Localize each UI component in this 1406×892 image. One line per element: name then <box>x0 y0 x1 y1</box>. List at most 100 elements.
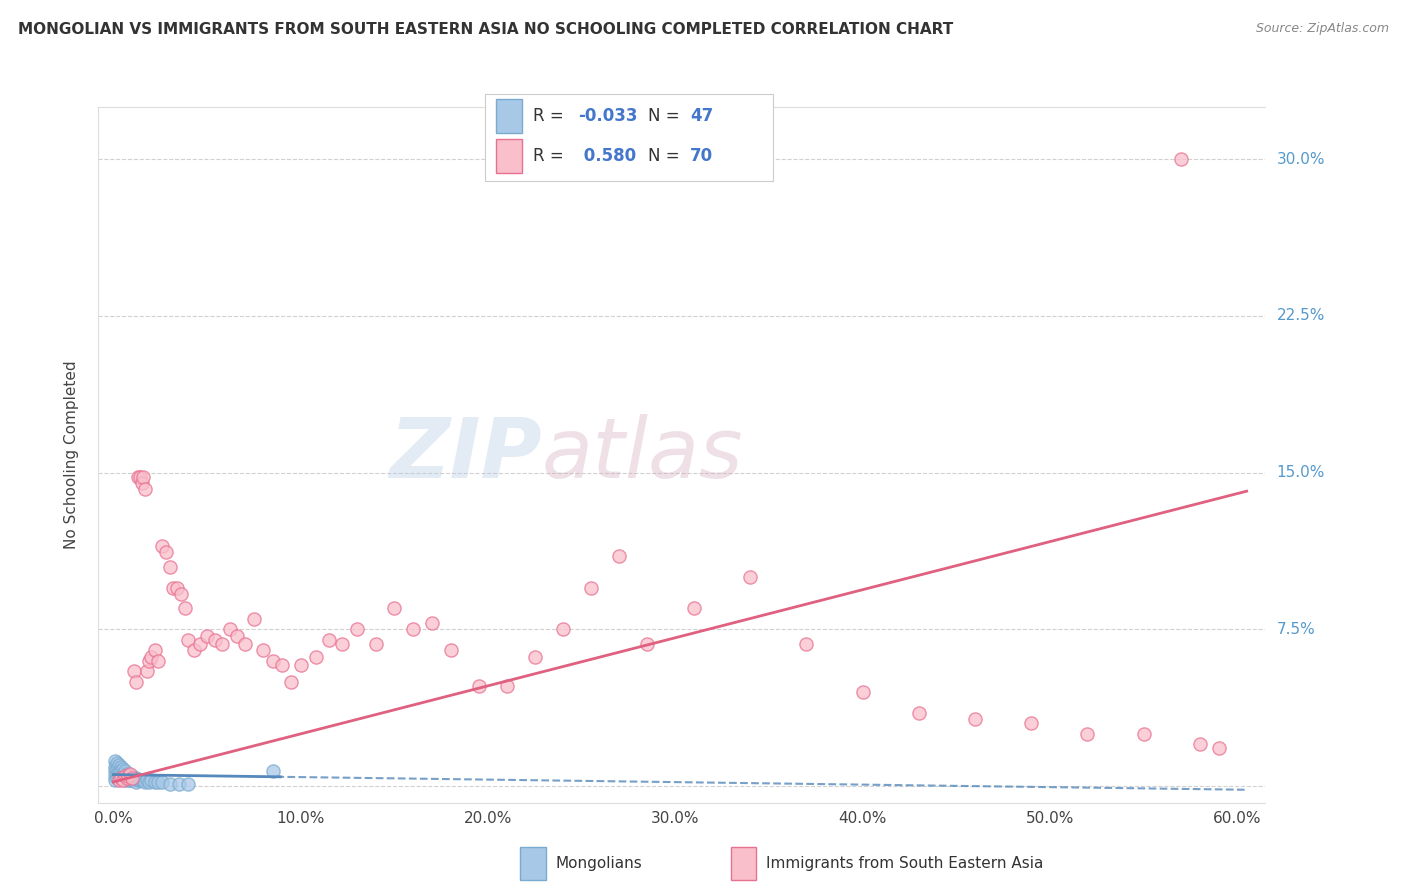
Point <box>138 654 160 668</box>
Point <box>167 777 190 791</box>
Point <box>121 771 143 785</box>
Point <box>195 629 218 643</box>
Point <box>122 771 145 785</box>
Text: 47: 47 <box>690 107 714 125</box>
Text: 7.5%: 7.5% <box>1277 622 1315 637</box>
Text: MONGOLIAN VS IMMIGRANTS FROM SOUTH EASTERN ASIA NO SCHOOLING COMPLETED CORRELATI: MONGOLIAN VS IMMIGRANTS FROM SOUTH EASTE… <box>18 22 953 37</box>
Point <box>346 623 368 637</box>
Point <box>150 539 173 553</box>
Point <box>1132 727 1154 741</box>
Point <box>211 637 233 651</box>
Point <box>636 637 658 651</box>
Point <box>796 637 818 651</box>
Point <box>155 545 177 559</box>
Point <box>120 766 142 780</box>
Point <box>117 769 139 783</box>
Y-axis label: No Schooling Completed: No Schooling Completed <box>65 360 79 549</box>
Point <box>148 775 170 789</box>
Point <box>280 674 302 689</box>
Point <box>177 777 200 791</box>
Point <box>318 632 340 647</box>
Point <box>262 764 284 779</box>
Point <box>108 769 131 783</box>
Point <box>1019 716 1042 731</box>
Point <box>132 470 155 484</box>
Point <box>117 769 139 783</box>
Point <box>143 775 166 789</box>
Point <box>467 679 489 693</box>
Point <box>127 772 149 787</box>
Point <box>104 754 127 768</box>
Point <box>173 601 195 615</box>
Point <box>607 549 630 564</box>
Point <box>105 766 128 780</box>
Point <box>1170 153 1192 167</box>
Point <box>104 764 127 779</box>
Point <box>139 772 162 787</box>
Point <box>1208 741 1230 756</box>
Point <box>114 769 136 783</box>
Text: 0.580: 0.580 <box>578 147 636 165</box>
Point <box>104 760 127 774</box>
Point <box>121 769 143 783</box>
Point <box>105 756 128 770</box>
Point <box>104 769 127 783</box>
Point <box>204 632 226 647</box>
Point <box>108 764 131 779</box>
Text: R =: R = <box>533 107 569 125</box>
Point <box>131 772 153 787</box>
Text: 70: 70 <box>690 147 713 165</box>
Point <box>132 772 155 787</box>
Point <box>148 654 170 668</box>
Point <box>243 612 266 626</box>
Point <box>136 772 159 787</box>
Point <box>117 772 139 787</box>
Point <box>143 643 166 657</box>
Point <box>120 769 142 783</box>
Text: 15.0%: 15.0% <box>1277 466 1324 480</box>
Point <box>108 758 131 772</box>
Point <box>110 771 132 785</box>
Point <box>115 766 138 780</box>
Point <box>226 629 249 643</box>
Point <box>551 623 574 637</box>
Text: 30.0%: 30.0% <box>1277 152 1324 167</box>
Point <box>162 581 184 595</box>
Point <box>271 657 294 672</box>
Point <box>111 771 134 785</box>
Text: Mongolians: Mongolians <box>555 856 643 871</box>
Text: R =: R = <box>533 147 569 165</box>
Point <box>233 637 256 651</box>
Point <box>125 775 148 789</box>
Point <box>252 643 274 657</box>
Point <box>420 616 443 631</box>
Point <box>139 649 162 664</box>
Point <box>402 623 425 637</box>
Point <box>177 632 200 647</box>
Point <box>159 777 181 791</box>
Point <box>110 771 132 785</box>
Point <box>150 775 173 789</box>
Point <box>382 601 405 615</box>
Point <box>111 772 134 787</box>
Point <box>364 637 387 651</box>
Point <box>330 637 353 651</box>
Point <box>128 470 150 484</box>
Point <box>128 772 150 787</box>
Point <box>110 760 132 774</box>
Point <box>105 763 128 777</box>
Point <box>122 664 145 678</box>
Text: N =: N = <box>648 147 685 165</box>
Point <box>166 581 188 595</box>
Text: atlas: atlas <box>541 415 744 495</box>
Point <box>439 643 461 657</box>
Point <box>121 772 143 787</box>
Point <box>104 772 127 787</box>
Point <box>136 664 159 678</box>
Point <box>852 685 875 699</box>
Point <box>114 769 136 783</box>
Point <box>188 637 211 651</box>
Point <box>579 581 602 595</box>
Point <box>115 771 138 785</box>
Point <box>127 470 149 484</box>
